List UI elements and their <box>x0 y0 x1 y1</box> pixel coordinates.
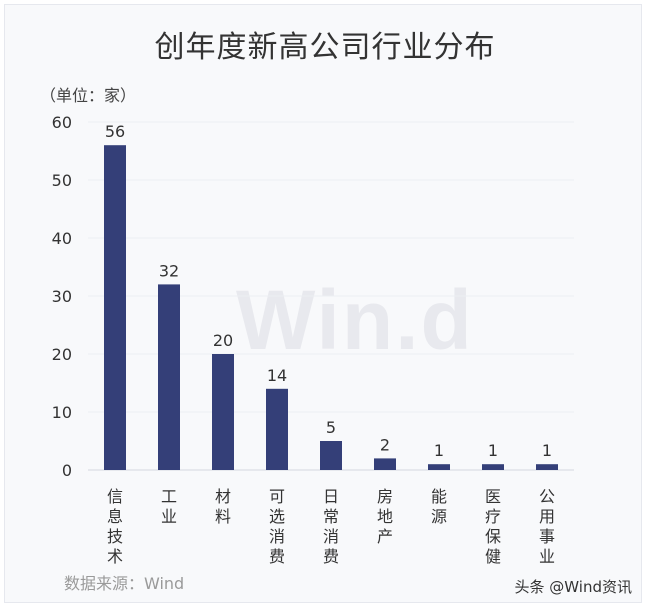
x-tick-label: 产 <box>377 527 393 546</box>
x-tick-label: 健 <box>485 547 501 566</box>
chart-title: 创年度新高公司行业分布 <box>154 30 496 65</box>
x-tick-label: 疗 <box>485 507 501 526</box>
x-tick-label: 日 <box>323 487 339 506</box>
x-tick-label: 事 <box>539 527 555 546</box>
x-tick-label: 消 <box>323 527 339 546</box>
bar <box>104 145 126 470</box>
x-tick-label: 消 <box>269 527 285 546</box>
x-tick-label: 材 <box>215 487 231 506</box>
wind-watermark: Win.d <box>236 273 474 367</box>
y-tick-label: 40 <box>52 229 72 248</box>
x-tick-label: 信 <box>107 487 123 506</box>
data-source: 数据来源：Wind <box>64 574 185 593</box>
bar <box>374 458 396 470</box>
x-tick-label: 常 <box>323 507 339 526</box>
bar <box>266 388 288 470</box>
y-tick-label: 30 <box>52 287 72 306</box>
data-label: 2 <box>380 435 390 454</box>
x-tick-label: 息 <box>107 507 123 526</box>
x-tick-label: 公 <box>539 487 555 506</box>
x-tick-label: 业 <box>161 507 177 526</box>
x-tick-label: 保 <box>485 527 501 546</box>
x-tick-label: 房 <box>377 487 393 506</box>
data-label: 14 <box>267 366 287 385</box>
bar <box>482 464 504 470</box>
x-tick-label: 工 <box>161 487 177 506</box>
y-axis-ticks: 0 10 20 30 40 50 60 <box>52 113 72 480</box>
x-tick-label: 费 <box>269 547 285 566</box>
data-label: 56 <box>105 122 125 141</box>
data-label: 5 <box>326 418 336 437</box>
x-tick-label: 术 <box>107 547 123 566</box>
x-tick-label: 费 <box>323 547 339 566</box>
data-label: 1 <box>434 441 444 460</box>
y-tick-label: 20 <box>52 345 72 364</box>
x-tick-label: 能 <box>431 487 447 506</box>
bars <box>104 145 558 470</box>
bar <box>320 441 342 470</box>
data-label: 20 <box>213 331 233 350</box>
bar <box>536 464 558 470</box>
x-tick-label: 料 <box>215 507 231 526</box>
data-label: 1 <box>488 441 498 460</box>
bar <box>158 284 180 470</box>
x-tick-label: 源 <box>431 507 447 526</box>
y-tick-label: 60 <box>52 113 72 132</box>
x-tick-label: 选 <box>269 507 285 526</box>
credit-text: 头条 @Wind资讯 <box>514 578 632 596</box>
y-tick-label: 50 <box>52 171 72 190</box>
y-tick-label: 0 <box>62 461 72 480</box>
x-tick-label: 可 <box>269 487 285 506</box>
x-tick-label: 业 <box>539 547 555 566</box>
y-tick-label: 10 <box>52 403 72 422</box>
data-labels: 56 32 20 14 5 2 1 1 1 <box>105 122 552 460</box>
data-label: 1 <box>542 441 552 460</box>
data-label: 32 <box>159 261 179 280</box>
bar <box>428 464 450 470</box>
unit-label: （单位：家） <box>40 86 137 105</box>
x-tick-label: 用 <box>539 507 555 526</box>
x-tick-label: 医 <box>485 487 501 506</box>
x-tick-label: 地 <box>377 507 393 526</box>
x-tick-label: 技 <box>107 527 123 546</box>
bar <box>212 354 234 470</box>
